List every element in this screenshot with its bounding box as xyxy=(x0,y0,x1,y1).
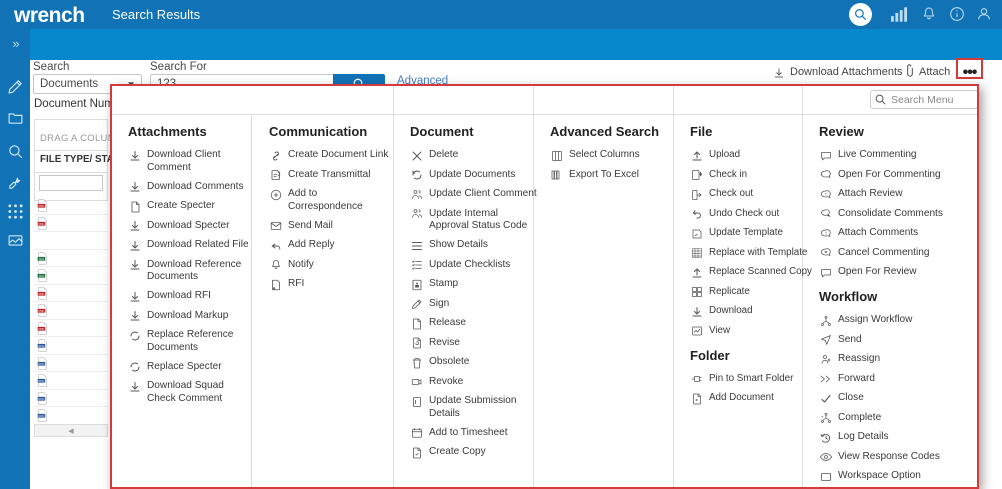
svg-text:XLS: XLS xyxy=(39,274,44,278)
svg-text:DOC: DOC xyxy=(38,379,44,383)
svg-text:PDF: PDF xyxy=(39,309,45,313)
svg-text:PDF: PDF xyxy=(39,204,45,208)
svg-text:DOC: DOC xyxy=(38,344,44,348)
svg-text:PDF: PDF xyxy=(39,221,45,225)
svg-text:DOC: DOC xyxy=(38,414,44,418)
svg-text:PDF: PDF xyxy=(39,326,45,330)
svg-text:DOC: DOC xyxy=(38,396,44,400)
svg-text:PDF: PDF xyxy=(39,291,45,295)
svg-text:XLS: XLS xyxy=(39,256,44,260)
svg-text:DOC: DOC xyxy=(38,361,44,365)
